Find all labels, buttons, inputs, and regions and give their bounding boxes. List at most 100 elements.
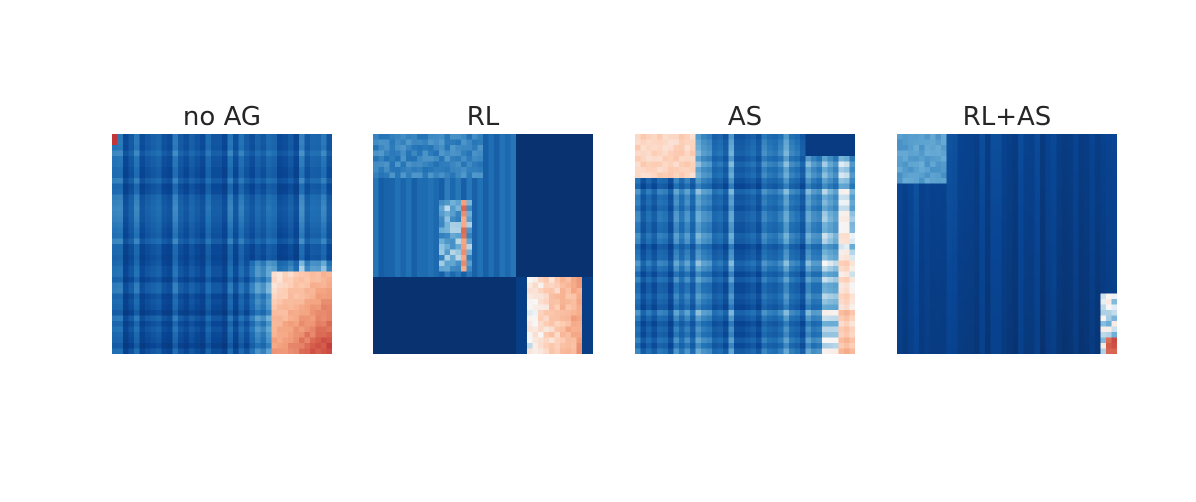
heatmap-cell: [444, 150, 451, 157]
heatmap-cell: [673, 299, 680, 305]
heatmap-cell: [794, 332, 801, 338]
heatmap-cell: [521, 205, 528, 212]
heatmap-cell: [310, 249, 316, 256]
heatmap-cell: [378, 337, 385, 344]
heatmap-cell: [384, 337, 390, 344]
heatmap-cell: [260, 277, 267, 283]
heatmap-cell: [571, 310, 577, 316]
heatmap-cell: [565, 348, 572, 354]
heatmap-cell: [844, 293, 850, 300]
heatmap-cell: [494, 332, 500, 338]
heatmap-cell: [304, 277, 311, 283]
heatmap-cell: [521, 233, 528, 239]
heatmap-cell: [477, 315, 484, 322]
heatmap-cell: [684, 343, 691, 349]
heatmap-cell: [734, 178, 740, 184]
heatmap-cell: [651, 194, 658, 201]
heatmap-cell: [767, 194, 773, 201]
heatmap-cell: [761, 167, 768, 173]
heatmap-cell: [827, 134, 834, 140]
heatmap-cell: [505, 227, 511, 234]
heatmap-cell: [461, 211, 467, 217]
heatmap-cell: [134, 321, 140, 327]
heatmap-cell: [183, 238, 190, 245]
heatmap-cell: [822, 194, 828, 201]
heatmap-cell: [1018, 145, 1024, 151]
heatmap-cell: [222, 139, 228, 146]
heatmap-cell: [543, 233, 550, 239]
heatmap-cell: [816, 227, 823, 234]
heatmap-cell: [527, 167, 533, 173]
heatmap-cell: [477, 161, 484, 168]
heatmap-cell: [211, 282, 217, 289]
heatmap-cell: [849, 282, 855, 289]
heatmap-cell: [538, 249, 544, 256]
heatmap-cell: [455, 200, 462, 206]
heatmap-cell: [112, 315, 118, 322]
heatmap-cell: [255, 337, 261, 344]
heatmap-cell: [516, 321, 522, 327]
heatmap-cell: [827, 150, 834, 157]
heatmap-cell: [684, 233, 691, 239]
heatmap-cell: [428, 260, 434, 267]
heatmap-cell: [227, 310, 234, 316]
heatmap-cell: [516, 161, 522, 168]
heatmap-cell: [255, 299, 261, 305]
heatmap-cell: [646, 321, 652, 327]
heatmap-cell: [516, 299, 522, 305]
heatmap-cell: [549, 150, 555, 157]
heatmap-cell: [439, 293, 445, 300]
heatmap-cell: [194, 150, 201, 157]
heatmap-cell: [576, 233, 583, 239]
heatmap-cell: [378, 255, 385, 261]
heatmap-cell: [123, 266, 129, 272]
heatmap-cell: [222, 183, 228, 190]
heatmap-cell: [651, 172, 658, 179]
heatmap-cell: [662, 167, 669, 173]
heatmap-cell: [411, 288, 418, 294]
heatmap-cell: [238, 150, 245, 157]
heatmap-cell: [805, 343, 812, 349]
heatmap-cell: [117, 211, 124, 217]
heatmap-cell: [897, 145, 903, 151]
heatmap-cell: [565, 282, 572, 289]
heatmap-cell: [293, 227, 300, 234]
heatmap-cell: [299, 348, 305, 354]
heatmap-cell: [897, 134, 903, 140]
heatmap-cell: [277, 304, 283, 311]
heatmap-cell: [662, 216, 669, 223]
heatmap-cell: [516, 244, 522, 250]
heatmap-cell: [373, 337, 379, 344]
heatmap-cell: [277, 260, 283, 267]
heatmap-cell: [576, 293, 583, 300]
heatmap-cell: [117, 200, 124, 206]
heatmap-cell: [657, 156, 663, 162]
heatmap-cell: [417, 271, 423, 278]
heatmap-cell: [772, 227, 779, 234]
heatmap-cell: [587, 134, 593, 140]
heatmap-cell: [112, 310, 118, 316]
heatmap-cell: [582, 194, 588, 201]
heatmap-cell: [668, 205, 674, 212]
heatmap-cell: [304, 167, 311, 173]
heatmap-cell: [161, 326, 168, 333]
heatmap-cell: [849, 343, 855, 349]
heatmap-cell: [233, 189, 239, 195]
heatmap-cell: [521, 249, 528, 256]
heatmap-cell: [1023, 139, 1030, 146]
heatmap-cell: [554, 194, 561, 201]
heatmap-cell: [244, 343, 250, 349]
heatmap-cell: [145, 205, 151, 212]
heatmap-cell: [505, 321, 511, 327]
heatmap-cell: [373, 348, 379, 354]
heatmap-cell: [728, 161, 735, 168]
heatmap-cell: [428, 343, 434, 349]
heatmap-cell: [238, 172, 245, 179]
heatmap-cell: [684, 326, 691, 333]
heatmap-cell: [128, 238, 135, 245]
heatmap-cell: [844, 222, 850, 228]
heatmap-cell: [668, 337, 674, 344]
heatmap-cell: [935, 156, 942, 162]
heatmap-cell: [827, 304, 834, 311]
heatmap-cell: [712, 332, 718, 338]
